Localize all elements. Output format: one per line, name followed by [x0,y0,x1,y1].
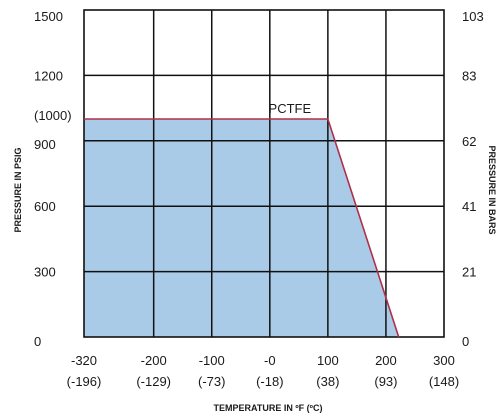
x-tick-label-f: -100 [199,353,225,368]
series-area-0 [84,119,399,337]
x-tick-label-f: -0 [264,353,276,368]
y-tick-label-right: 83 [462,68,476,83]
series-line-0 [84,118,400,338]
x-tick-label-f: 300 [433,353,455,368]
y-tick-label-left: 1500 [34,9,63,24]
x-tick-label-c: (-196) [67,374,102,389]
y-tick-label-left: 900 [34,137,56,152]
y-tick-label-left: 300 [34,265,56,280]
y-tick-label-right: 21 [462,265,476,280]
y-tick-label-right: 0 [462,334,469,349]
y-tick-label-left: 1200 [34,68,63,83]
x-tick-label-c: (148) [429,374,459,389]
x-tick-label-c: (-129) [136,374,171,389]
y-tick-label-left: (1000) [34,108,72,123]
x-tick-label-f: 200 [375,353,397,368]
grid-layer [83,9,445,338]
area-layer [84,119,399,337]
label-layer: PCTFE -320 (-196) -200 (-129) -100 (-73) -0 (-18… [34,9,484,389]
y-axis-title-right: PRESSURE IN BARS [487,145,497,234]
x-tick-label-f: -320 [71,353,97,368]
x-tick-label-c: (38) [316,374,339,389]
y-tick-label-left: 0 [34,334,41,349]
x-tick-label-c: (93) [374,374,397,389]
y-tick-label-right: 41 [462,199,476,214]
x-axis-title: TEMPERATURE IN ºF (ºC) [214,403,323,413]
y-tick-label-right: 103 [462,9,484,24]
x-tick-label-c: (-73) [198,374,225,389]
y-tick-label-left: 600 [34,199,56,214]
x-tick-label-f: 100 [317,353,339,368]
line-layer [84,118,400,338]
x-tick-label-f: -200 [141,353,167,368]
series-label-0: PCTFE [269,101,312,116]
x-tick-label-c: (-18) [256,374,283,389]
plot-frame [83,9,445,338]
y-tick-label-right: 62 [462,134,476,149]
y-axis-title-left: PRESSURE IN PSIG [13,147,23,232]
